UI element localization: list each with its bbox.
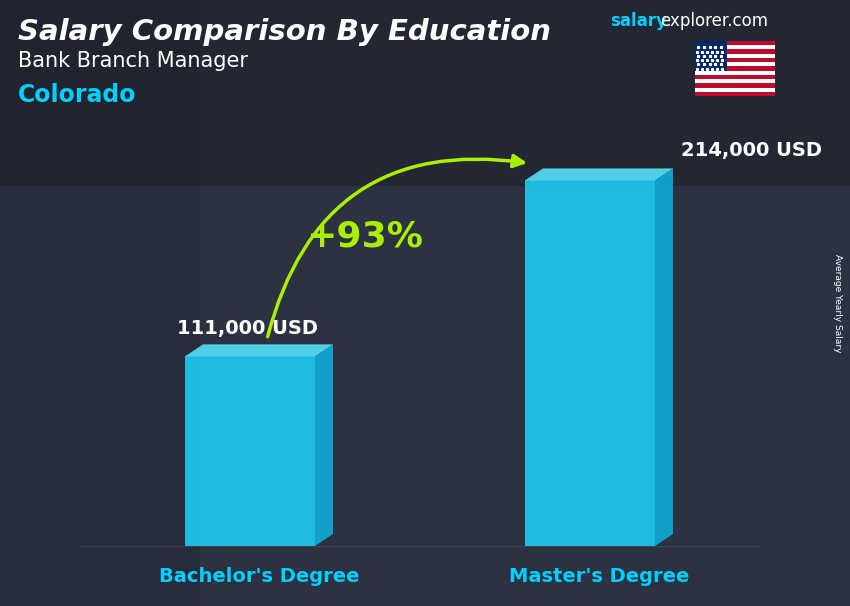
Bar (695, 62, 775, 67)
Bar (695, 54, 775, 58)
Text: Master's Degree: Master's Degree (509, 567, 689, 585)
Polygon shape (525, 168, 673, 181)
Bar (695, 71, 775, 75)
Bar (695, 58, 775, 62)
Polygon shape (185, 356, 315, 546)
Bar (695, 67, 775, 71)
Text: explorer.com: explorer.com (660, 12, 768, 30)
Bar (695, 41, 775, 45)
Text: Colorado: Colorado (18, 83, 137, 107)
Text: Average Yearly Salary: Average Yearly Salary (834, 254, 842, 352)
Text: salary: salary (610, 12, 667, 30)
Bar (695, 79, 775, 83)
Bar (695, 75, 775, 79)
Bar (695, 87, 775, 92)
Bar (695, 41, 727, 71)
Text: Bachelor's Degree: Bachelor's Degree (159, 567, 360, 585)
Bar (695, 92, 775, 96)
Bar (695, 83, 775, 87)
Polygon shape (655, 168, 673, 546)
Text: Salary Comparison By Education: Salary Comparison By Education (18, 18, 551, 46)
Polygon shape (315, 344, 333, 546)
Bar (695, 50, 775, 54)
Polygon shape (185, 344, 333, 356)
Text: 111,000 USD: 111,000 USD (177, 319, 318, 338)
Text: +93%: +93% (306, 219, 423, 253)
Text: 214,000 USD: 214,000 USD (681, 141, 822, 160)
Polygon shape (0, 0, 850, 186)
Text: Bank Branch Manager: Bank Branch Manager (18, 51, 248, 71)
Bar (695, 45, 775, 50)
Polygon shape (525, 181, 655, 546)
Polygon shape (0, 0, 200, 606)
